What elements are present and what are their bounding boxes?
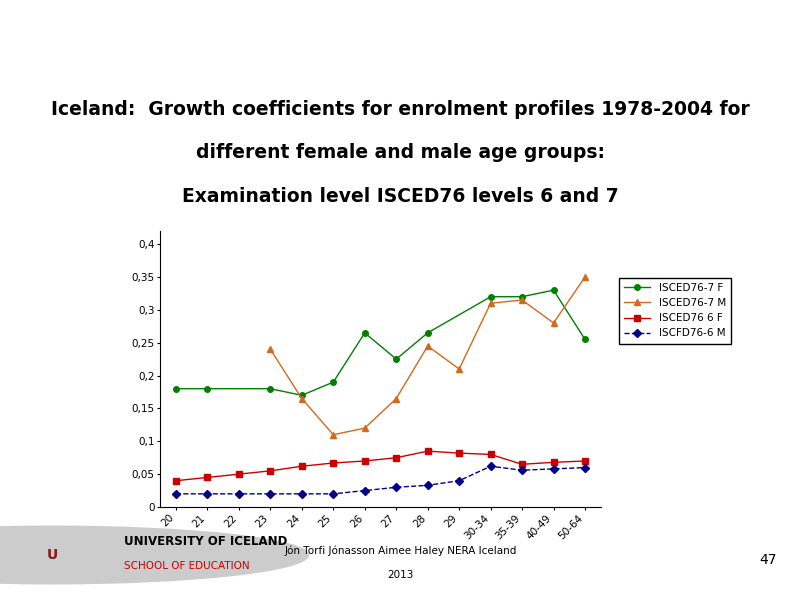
ISCED76-7 F [423, 329, 433, 337]
ISCED76 6 F [265, 467, 276, 475]
ISCED76-7 F [580, 336, 590, 343]
ISCFD76-6 M [580, 464, 590, 471]
ISCED76-7 F [297, 392, 307, 399]
ISCED76-7 F [203, 385, 212, 392]
ISCED76-7 M [485, 299, 495, 307]
FancyBboxPatch shape [411, 8, 425, 51]
ISCED76-7 M [517, 296, 527, 304]
ISCED76-7 M [423, 343, 433, 350]
ISCFD76-6 M [360, 487, 369, 494]
ISCFD76-6 M [203, 490, 212, 497]
Text: 47: 47 [759, 553, 777, 566]
ISCED76-7 M [392, 395, 401, 402]
ISCFD76-6 M [297, 490, 307, 497]
ISCFD76-6 M [517, 467, 527, 474]
ISCED76 6 F [580, 457, 590, 464]
ISCED76 6 F [485, 451, 495, 458]
Line: ISCED76-7 F: ISCED76-7 F [173, 287, 588, 398]
ISCED76-7 M [454, 365, 464, 373]
FancyBboxPatch shape [376, 8, 390, 51]
Line: ISCED76-7 M: ISCED76-7 M [268, 274, 588, 437]
ISCED76 6 F [360, 457, 369, 464]
Legend: ISCED76-7 F, ISCED76-7 M, ISCED76 6 F, ISCFD76-6 M: ISCED76-7 F, ISCED76-7 M, ISCED76 6 F, I… [619, 278, 731, 344]
Text: Jón Torfi Jónasson Aimee Haley NERA Iceland: Jón Torfi Jónasson Aimee Haley NERA Icel… [284, 545, 517, 556]
Text: Iceland:  Growth coefficients for enrolment profiles 1978-2004 for: Iceland: Growth coefficients for enrolme… [51, 100, 750, 119]
ISCED76 6 F [297, 463, 307, 470]
ISCFD76-6 M [485, 463, 495, 470]
Text: Examination level ISCED76 levels 6 and 7: Examination level ISCED76 levels 6 and 7 [182, 187, 619, 206]
ISCFD76-6 M [549, 465, 558, 472]
ISCED76 6 F [454, 449, 464, 457]
ISCED76 6 F [517, 461, 527, 468]
Text: 2013: 2013 [388, 570, 413, 580]
ISCFD76-6 M [454, 477, 464, 484]
ISCED76-7 M [297, 395, 307, 402]
ISCFD76-6 M [328, 490, 338, 497]
ISCED76 6 F [549, 459, 558, 466]
ISCED76 6 F [203, 474, 212, 481]
ISCFD76-6 M [423, 482, 433, 489]
Circle shape [0, 526, 308, 584]
ISCED76-7 F [328, 379, 338, 386]
Text: UNIVERSITY OF ICELAND: UNIVERSITY OF ICELAND [124, 535, 288, 548]
ISCFD76-6 M [234, 490, 244, 497]
ISCED76-7 F [517, 293, 527, 301]
Line: ISCFD76-6 M: ISCFD76-6 M [173, 463, 588, 497]
ISCED76-7 F [392, 356, 401, 363]
Text: SCHOOL OF EDUCATION: SCHOOL OF EDUCATION [124, 561, 250, 571]
ISCED76-7 M [265, 346, 276, 353]
ISCED76 6 F [423, 448, 433, 455]
ISCED76 6 F [328, 460, 338, 467]
Text: different female and male age groups:: different female and male age groups: [196, 143, 605, 163]
ISCFD76-6 M [392, 484, 401, 491]
ISCED76-7 M [360, 425, 369, 432]
FancyBboxPatch shape [340, 8, 355, 51]
Line: ISCED76 6 F: ISCED76 6 F [173, 448, 588, 484]
ISCED76 6 F [392, 454, 401, 461]
ISCFD76-6 M [265, 490, 276, 497]
FancyBboxPatch shape [336, 49, 465, 57]
Text: U: U [46, 548, 58, 562]
ISCED76-7 F [171, 385, 181, 392]
ISCED76-7 M [549, 319, 558, 326]
ISCFD76-6 M [171, 490, 181, 497]
FancyBboxPatch shape [446, 8, 461, 51]
ISCED76-7 F [549, 287, 558, 294]
ISCED76-7 F [265, 385, 276, 392]
ISCED76-7 M [580, 274, 590, 281]
ISCED76-7 F [360, 329, 369, 337]
ISCED76-7 M [328, 431, 338, 439]
ISCED76 6 F [171, 477, 181, 484]
ISCED76-7 F [485, 293, 495, 301]
ISCED76 6 F [234, 470, 244, 478]
